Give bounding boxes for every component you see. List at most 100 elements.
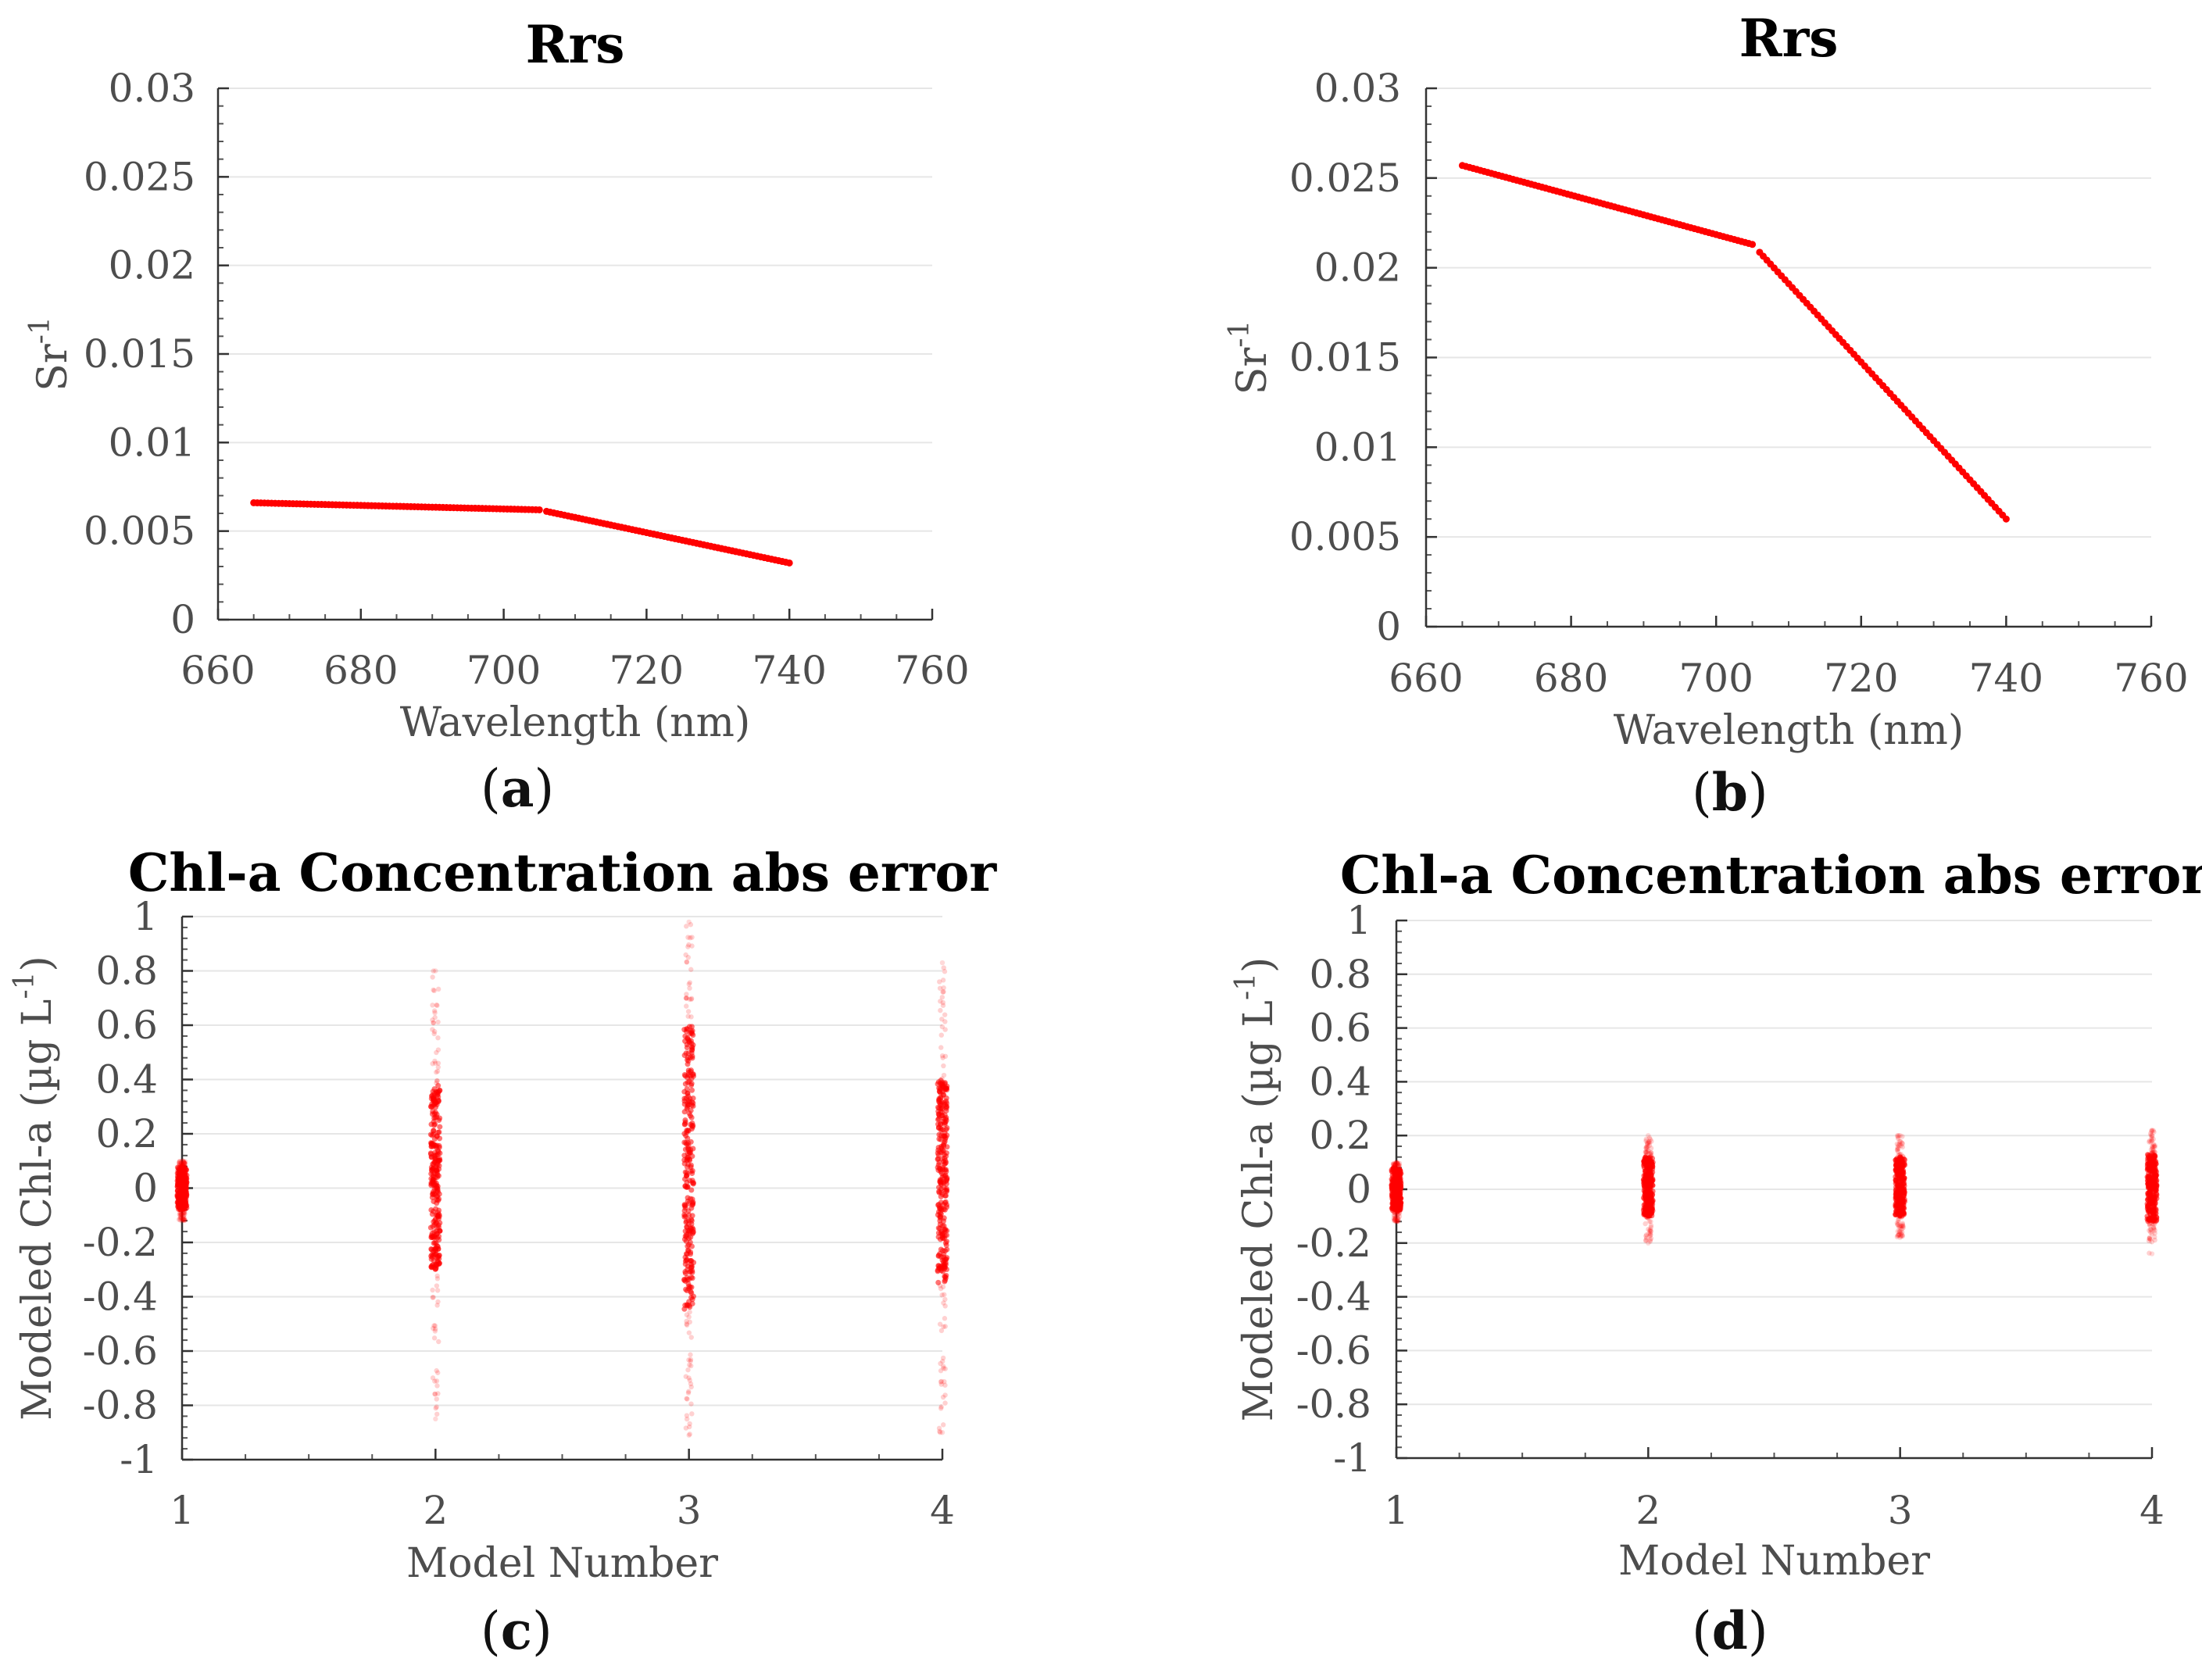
error-point-faint — [938, 1285, 944, 1292]
error-point-faint — [1392, 1164, 1399, 1170]
error-point-faint — [1895, 1134, 1901, 1140]
error-point-faint — [434, 1283, 440, 1289]
error-point-faint — [1395, 1160, 1401, 1166]
error-point — [691, 1180, 697, 1186]
error-point — [178, 1187, 184, 1193]
error-point — [431, 1128, 437, 1134]
error-point — [937, 1221, 943, 1228]
error-point-faint — [687, 1424, 692, 1430]
error-point — [2153, 1186, 2159, 1192]
error-point-faint — [1644, 1142, 1650, 1147]
y-axis-label: Modeled Chl-a (µg L-1) — [1230, 957, 1282, 1422]
error-point-faint — [180, 1158, 186, 1164]
error-point — [940, 1148, 946, 1154]
error-point — [429, 1140, 435, 1146]
x-tick-label: 4 — [2139, 1488, 2164, 1533]
error-point-faint — [684, 1003, 689, 1009]
error-point-faint — [430, 974, 435, 980]
error-point-faint — [181, 1209, 187, 1214]
error-point-faint — [689, 943, 695, 949]
error-point-faint — [1394, 1210, 1399, 1216]
error-point — [1893, 1163, 1899, 1169]
error-point — [942, 1081, 948, 1087]
error-point-faint — [1648, 1223, 1654, 1228]
error-point — [686, 1149, 692, 1155]
error-point-faint — [435, 1299, 441, 1305]
error-point — [682, 1033, 688, 1039]
error-point-faint — [2149, 1239, 2155, 1245]
error-point-faint — [2152, 1220, 2157, 1225]
error-point-faint — [1648, 1224, 1654, 1230]
y-tick-label: -1 — [1333, 1435, 1371, 1481]
error-point-max — [1646, 1133, 1651, 1138]
error-point — [2153, 1172, 2159, 1178]
error-point-faint — [434, 1003, 440, 1008]
error-point-faint — [938, 1368, 944, 1374]
error-point-faint — [1896, 1142, 1901, 1148]
error-point-faint — [2151, 1144, 2157, 1149]
error-point-faint — [1392, 1164, 1398, 1170]
chart-title: Rrs — [1739, 8, 1839, 69]
error-point — [685, 1164, 691, 1171]
model-3-errors — [681, 919, 697, 1438]
error-point-faint — [687, 985, 692, 991]
error-point — [681, 1088, 688, 1095]
error-point-faint — [1396, 1164, 1401, 1171]
error-point-faint — [1646, 1218, 1652, 1224]
error-point-faint — [688, 1363, 694, 1369]
error-point-faint — [1645, 1141, 1651, 1146]
error-point-max — [1897, 1133, 1903, 1138]
error-point-faint — [1392, 1163, 1397, 1169]
error-point — [184, 1167, 190, 1173]
error-point-faint — [181, 1160, 187, 1166]
error-point-faint — [177, 1211, 182, 1217]
error-point-faint — [1896, 1228, 1902, 1235]
error-point-faint — [432, 1391, 438, 1397]
error-point-faint — [684, 992, 689, 997]
error-point-faint — [178, 1163, 184, 1168]
error-point — [943, 1178, 949, 1185]
error-point-faint — [685, 1009, 692, 1014]
error-point — [689, 1087, 695, 1093]
error-point-faint — [431, 1008, 438, 1013]
error-point — [688, 1030, 695, 1036]
y-axis-label-main: Sr — [1229, 348, 1276, 395]
error-point — [681, 1203, 688, 1209]
error-point-faint — [1900, 1222, 1906, 1228]
error-point — [430, 1171, 436, 1178]
error-point-faint — [2148, 1229, 2154, 1235]
error-point-faint — [177, 1162, 184, 1168]
error-point-faint — [685, 1367, 691, 1373]
error-point — [685, 1061, 691, 1067]
x-tick-label: 3 — [677, 1488, 702, 1533]
error-point-faint — [1895, 1145, 1900, 1150]
error-point-faint — [182, 1210, 188, 1216]
error-point — [431, 1229, 438, 1235]
chart-title: Chl-a Concentration abs error — [1340, 845, 2202, 906]
error-point-faint — [432, 1326, 438, 1331]
error-point-faint — [1643, 1237, 1649, 1243]
error-point-faint — [434, 1276, 441, 1281]
error-point-faint — [1395, 1161, 1400, 1167]
error-point-faint — [938, 1360, 943, 1367]
model-4-errors — [2144, 1128, 2160, 1256]
error-point-faint — [1899, 1140, 1905, 1146]
error-point — [181, 1203, 188, 1210]
error-point-faint — [2152, 1234, 2157, 1240]
error-point-faint — [182, 1160, 188, 1166]
error-point-faint — [1394, 1214, 1399, 1220]
error-point-faint — [430, 1295, 435, 1300]
error-point-faint — [687, 1319, 692, 1325]
error-point-faint — [1392, 1162, 1398, 1167]
error-point-faint — [941, 1324, 946, 1330]
error-point-faint — [1645, 1214, 1651, 1220]
error-point — [1645, 1187, 1651, 1193]
y-tick-label: 0 — [133, 1166, 158, 1211]
error-point — [428, 1264, 434, 1270]
error-point — [431, 1118, 437, 1124]
error-point-faint — [684, 1318, 689, 1324]
error-point-faint — [940, 978, 946, 983]
error-point — [938, 1211, 944, 1217]
chart-title: Rrs — [526, 14, 625, 75]
y-axis-label-sup: -1 — [9, 971, 41, 999]
